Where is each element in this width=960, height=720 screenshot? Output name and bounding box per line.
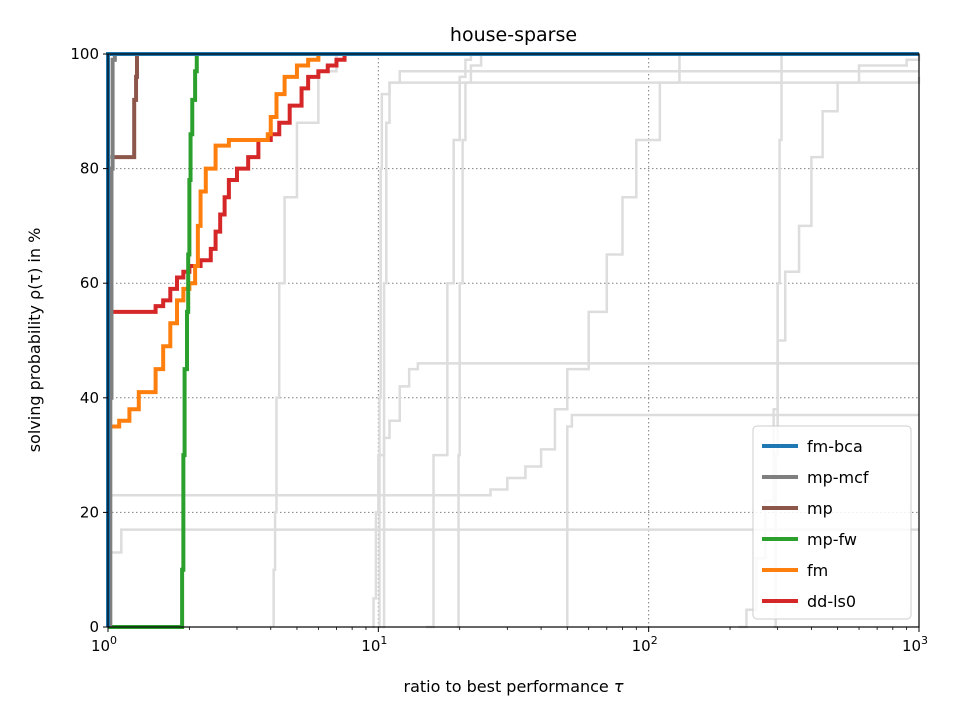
series-line-mp-fw	[108, 54, 199, 629]
background-series-line	[378, 69, 919, 629]
legend-label-dd-ls0: dd-ls0	[807, 592, 856, 611]
background-series-line	[381, 76, 921, 629]
y-tick-label: 40	[80, 389, 99, 407]
chart-title: house-sparse	[450, 24, 577, 46]
x-axis-label-text: ratio to best performance	[403, 677, 613, 696]
y-tick-label: 20	[80, 503, 99, 521]
background-series-line	[566, 413, 919, 627]
y-axis-label: solving probability ρ(τ) in %	[25, 228, 44, 453]
x-tick-base: 10	[91, 637, 110, 655]
x-tick-label: 103	[902, 634, 928, 655]
y-tick-label: 60	[80, 274, 99, 292]
background-series-line	[372, 362, 919, 629]
y-tick-label: 0	[89, 618, 99, 636]
x-tick-base: 10	[902, 637, 921, 655]
x-tick-label: 102	[632, 634, 658, 655]
series-line-mp	[110, 54, 139, 160]
x-axis-label: ratio to best performance τ	[403, 677, 623, 696]
x-tick-label: 101	[361, 634, 387, 655]
x-tick-exponent: 0	[110, 634, 117, 647]
y-tick-label: 100	[70, 45, 99, 63]
x-axis-label-symbol: τ	[614, 677, 624, 696]
x-tick-base: 10	[632, 637, 651, 655]
x-tick-exponent: 3	[921, 634, 928, 647]
legend-label-fm: fm	[807, 561, 828, 580]
x-tick-label: 100	[91, 634, 117, 655]
legend-label-mp-mcf: mp-mcf	[807, 468, 869, 487]
legend: fm-bca mp-mcf mp mp-fw fm dd-ls0	[752, 425, 912, 620]
background-series-line	[456, 52, 919, 629]
x-tick-exponent: 1	[380, 634, 387, 647]
series-line-mp-mcf	[108, 54, 117, 627]
plot-frame	[107, 53, 920, 628]
background-series-line	[106, 52, 919, 627]
series-line-dd-ls0	[108, 54, 347, 314]
series-line-fm	[108, 54, 321, 429]
y-tick-label: 80	[80, 160, 99, 178]
x-tick-exponent: 2	[651, 634, 658, 647]
background-series-line	[425, 52, 919, 629]
legend-label-mp-fw: mp-fw	[807, 530, 857, 549]
x-tick-base: 10	[361, 637, 380, 655]
legend-label-fm-bca: fm-bca	[807, 437, 863, 456]
legend-label-mp: mp	[807, 499, 833, 518]
